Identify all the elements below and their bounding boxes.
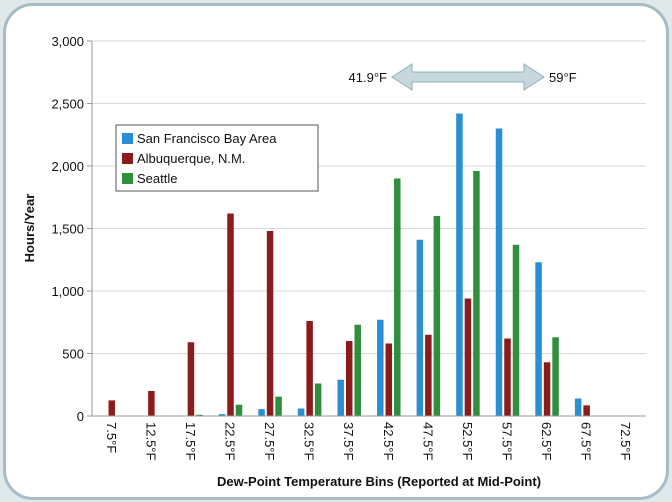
bar bbox=[354, 324, 361, 416]
bar bbox=[297, 408, 305, 416]
bar bbox=[306, 321, 313, 416]
y-tick-label: 0 bbox=[77, 409, 84, 424]
bar bbox=[504, 338, 511, 416]
legend-swatch-albuquerque bbox=[122, 153, 133, 164]
legend-label-albuquerque: Albuquerque, N.M. bbox=[137, 151, 245, 166]
double-arrow-icon bbox=[391, 63, 545, 91]
bar bbox=[473, 171, 480, 416]
chart-frame: 0 500 1,000 1,500 2,000 2,500 3,000 7.5°F 12.5°… bbox=[3, 3, 669, 500]
bar bbox=[456, 113, 463, 416]
x-axis-label: Dew-Point Temperature Bins (Reported at … bbox=[217, 474, 541, 489]
bar bbox=[535, 262, 542, 416]
bar bbox=[416, 239, 424, 416]
y-tick-label: 500 bbox=[62, 347, 84, 362]
bar bbox=[108, 400, 116, 416]
bar bbox=[275, 396, 282, 416]
bar bbox=[187, 342, 195, 416]
x-tick-label: 62.5°F bbox=[539, 422, 554, 461]
legend-label-seattle: Seattle bbox=[137, 171, 177, 186]
x-tick-label: 72.5°F bbox=[618, 422, 633, 461]
bar bbox=[543, 362, 551, 416]
grid bbox=[92, 40, 646, 354]
x-tick-label: 37.5°F bbox=[341, 422, 356, 461]
bars bbox=[108, 113, 590, 416]
bar bbox=[218, 414, 226, 416]
bar bbox=[394, 178, 401, 416]
x-tick-label: 32.5°F bbox=[302, 422, 317, 461]
x-tick-label: 7.5°F bbox=[104, 422, 119, 453]
legend: San Francisco Bay Area Albuquerque, N.M.… bbox=[115, 124, 319, 192]
bar bbox=[148, 391, 155, 416]
bar bbox=[464, 298, 472, 416]
bar bbox=[377, 319, 384, 416]
x-tick-label: 47.5°F bbox=[420, 422, 435, 461]
x-tick-label: 12.5°F bbox=[143, 422, 158, 461]
bar bbox=[235, 404, 243, 416]
x-tick-label: 27.5°F bbox=[262, 422, 277, 461]
bar bbox=[433, 216, 441, 416]
bar bbox=[574, 398, 582, 416]
x-tick-label: 17.5°F bbox=[183, 422, 198, 461]
bar bbox=[425, 334, 432, 416]
chart: 0 500 1,000 1,500 2,000 2,500 3,000 7.5°F 12.5°… bbox=[22, 34, 646, 489]
bar bbox=[266, 231, 274, 416]
legend-swatch-sf bbox=[122, 133, 133, 144]
y-axis-label: Hours/Year bbox=[22, 194, 37, 263]
x-tick-label: 52.5°F bbox=[460, 422, 475, 461]
bar bbox=[314, 383, 322, 416]
x-tick-label: 67.5°F bbox=[579, 422, 594, 461]
bar bbox=[258, 409, 265, 416]
bar bbox=[196, 414, 203, 416]
annotation-right-label: 59°F bbox=[549, 70, 577, 85]
bar bbox=[227, 213, 234, 416]
y-tick-label: 3,000 bbox=[51, 34, 84, 49]
bar bbox=[345, 341, 353, 416]
x-tick-label: 22.5°F bbox=[223, 422, 238, 461]
legend-swatch-seattle bbox=[122, 173, 133, 184]
y-tick-label: 1,000 bbox=[51, 284, 84, 299]
y-tick-label: 2,000 bbox=[51, 159, 84, 174]
y-tick-label: 1,500 bbox=[51, 222, 84, 237]
y-tick-label: 2,500 bbox=[51, 97, 84, 112]
annotation-left-label: 41.9°F bbox=[349, 70, 388, 85]
range-annotation: 41.9°F 59°F bbox=[349, 63, 577, 91]
bar bbox=[385, 343, 393, 416]
x-tick-labels: 7.5°F 12.5°F 17.5°F 22.5°F 27.5°F 32.5°F 37.5°… bbox=[104, 422, 633, 461]
bar bbox=[583, 405, 590, 416]
bar bbox=[552, 337, 559, 416]
x-tick-label: 42.5°F bbox=[381, 422, 396, 461]
legend-box bbox=[115, 124, 319, 192]
bar bbox=[512, 244, 520, 416]
legend-label-sf: San Francisco Bay Area bbox=[137, 131, 277, 146]
x-tick-label: 57.5°F bbox=[500, 422, 515, 461]
bar bbox=[495, 128, 503, 416]
bar bbox=[337, 379, 344, 416]
y-tick-labels: 0 500 1,000 1,500 2,000 2,500 3,000 bbox=[51, 34, 92, 424]
